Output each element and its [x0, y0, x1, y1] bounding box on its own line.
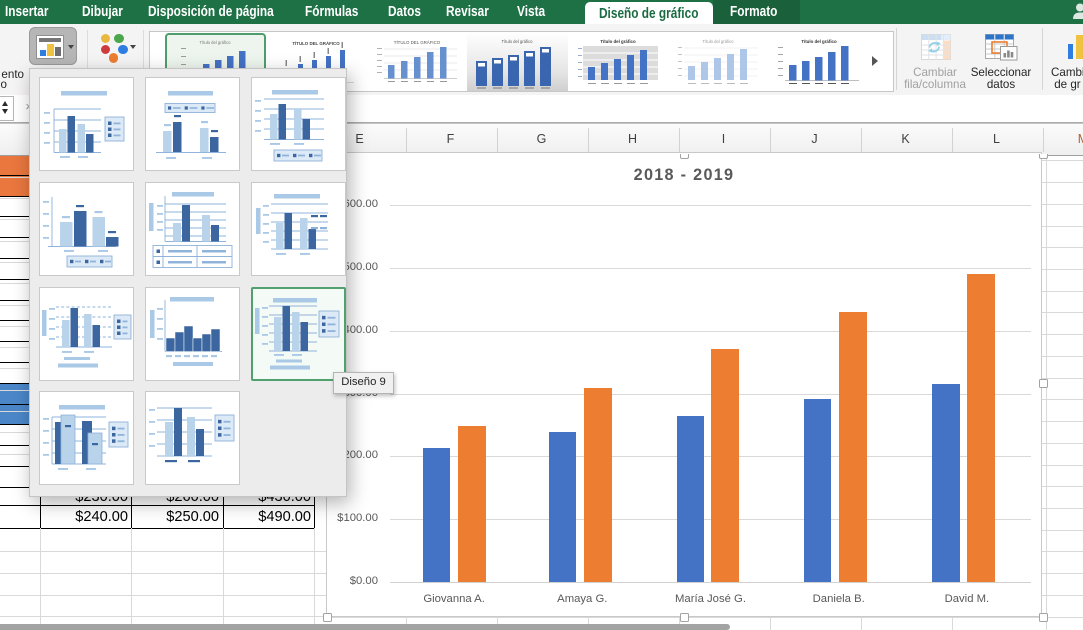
svg-text:Título del gráfico: Título del gráfico: [600, 39, 636, 44]
svg-text:TÍTULO DEL GRÁFICO: TÍTULO DEL GRÁFICO: [393, 40, 440, 45]
svg-text:Título del gráfico: Título del gráfico: [801, 39, 837, 44]
svg-text:Título del gráfico: Título del gráfico: [200, 40, 232, 45]
svg-text:Título del gráfico: Título del gráfico: [703, 39, 735, 44]
svg-text:TÍTULO DEL GRÁFICO: TÍTULO DEL GRÁFICO: [292, 41, 340, 46]
svg-text:Título del gráfico: Título del gráfico: [502, 39, 534, 44]
